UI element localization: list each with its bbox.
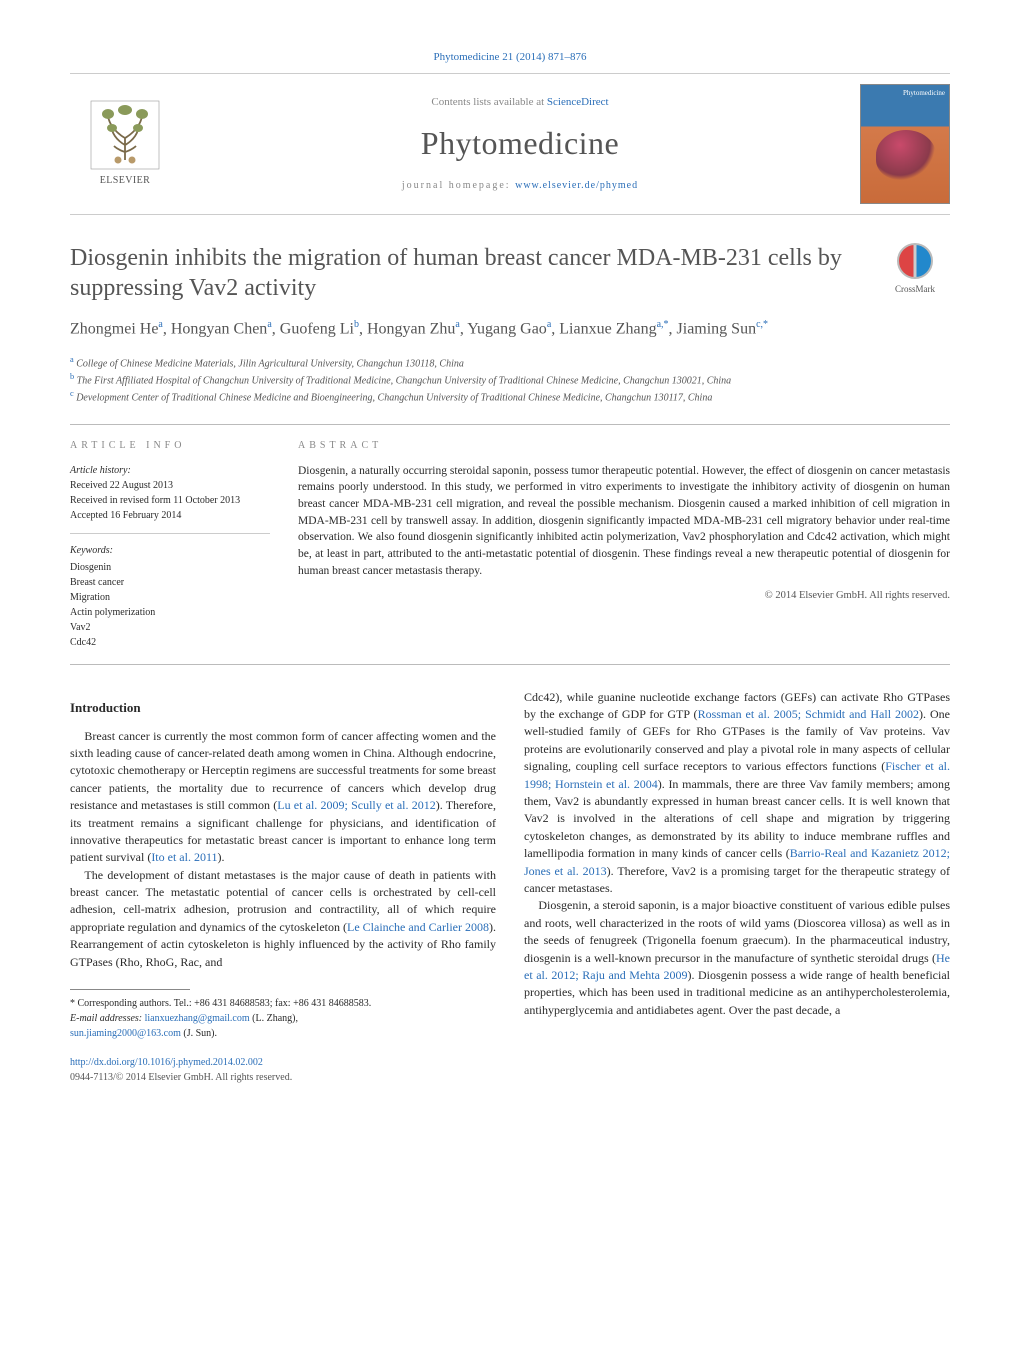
article-title: Diosgenin inhibits the migration of huma… xyxy=(70,243,880,303)
history-item: Received 22 August 2013 xyxy=(70,478,270,493)
article-info-label: article info xyxy=(70,439,270,453)
keyword-item: Diosgenin xyxy=(70,560,270,575)
crossmark-icon xyxy=(897,243,933,279)
history-item: Accepted 16 February 2014 xyxy=(70,508,270,523)
journal-cover-thumb: Phytomedicine xyxy=(860,84,950,204)
keywords-list: DiosgeninBreast cancerMigrationActin pol… xyxy=(70,560,270,650)
homepage-line: journal homepage: www.elsevier.de/phymed xyxy=(180,179,860,193)
footnote-rule xyxy=(70,989,190,990)
body-para-1: Breast cancer is currently the most comm… xyxy=(70,728,496,867)
body-para-2: The development of distant metastases is… xyxy=(70,867,496,971)
author-list: Zhongmei Hea, Hongyan Chena, Guofeng Lib… xyxy=(70,317,950,341)
elsevier-tree-icon xyxy=(90,100,160,170)
body-para-4: Diosgenin, a steroid saponin, is a major… xyxy=(524,897,950,1019)
issn-copyright: 0944-7113/© 2014 Elsevier GmbH. All righ… xyxy=(70,1072,292,1083)
journal-name: Phytomedicine xyxy=(180,121,860,166)
cover-label: Phytomedicine xyxy=(865,89,945,99)
corresponding-author: * Corresponding authors. Tel.: +86 431 8… xyxy=(70,996,496,1011)
keyword-item: Cdc42 xyxy=(70,635,270,650)
affiliation-line: c Development Center of Traditional Chin… xyxy=(70,388,950,405)
cover-art-icon xyxy=(876,130,936,180)
title-block: Diosgenin inhibits the migration of huma… xyxy=(70,243,880,303)
contents-available-line: Contents lists available at ScienceDirec… xyxy=(180,95,860,110)
keyword-item: Breast cancer xyxy=(70,575,270,590)
homepage-prefix: journal homepage: xyxy=(402,180,515,191)
history-title: Article history: xyxy=(70,463,270,478)
introduction-heading: Introduction xyxy=(70,699,496,718)
abstract-label: abstract xyxy=(298,439,950,453)
title-row: Diosgenin inhibits the migration of huma… xyxy=(70,243,950,303)
ref-link[interactable]: Ito et al. 2011 xyxy=(151,850,217,864)
abstract-copyright: © 2014 Elsevier GmbH. All rights reserve… xyxy=(298,589,950,604)
publisher-logo-block: ELSEVIER xyxy=(70,89,180,199)
article-info-column: article info Article history: Received 2… xyxy=(70,439,270,650)
body-right-column: Cdc42), while guanine nucleotide exchang… xyxy=(524,689,950,1085)
ref-link[interactable]: Le Clainche and Carlier 2008 xyxy=(347,920,489,934)
keyword-item: Actin polymerization xyxy=(70,605,270,620)
affiliations: a College of Chinese Medicine Materials,… xyxy=(70,354,950,406)
publisher-label: ELSEVIER xyxy=(100,174,150,188)
email-line-2: sun.jiaming2000@163.com (J. Sun). xyxy=(70,1026,496,1041)
body-columns: Introduction Breast cancer is currently … xyxy=(70,689,950,1085)
keywords-block: Keywords: DiosgeninBreast cancerMigratio… xyxy=(70,544,270,650)
info-abstract-row: article info Article history: Received 2… xyxy=(70,424,950,665)
history-item: Received in revised form 11 October 2013 xyxy=(70,493,270,508)
history-block: Article history: Received 22 August 2013… xyxy=(70,463,270,534)
abstract-text: Diosgenin, a naturally occurring steroid… xyxy=(298,463,950,580)
ref-link[interactable]: Rossman et al. 2005; Schmidt and Hall 20… xyxy=(698,707,919,721)
email-line: E-mail addresses: lianxuezhang@gmail.com… xyxy=(70,1011,496,1026)
affiliation-line: b The First Affiliated Hospital of Chang… xyxy=(70,371,950,388)
doi-block: http://dx.doi.org/10.1016/j.phymed.2014.… xyxy=(70,1055,496,1085)
email-link-2[interactable]: sun.jiaming2000@163.com xyxy=(70,1028,181,1039)
doi-link[interactable]: http://dx.doi.org/10.1016/j.phymed.2014.… xyxy=(70,1057,263,1068)
body-para-3: Cdc42), while guanine nucleotide exchang… xyxy=(524,689,950,898)
affiliation-line: a College of Chinese Medicine Materials,… xyxy=(70,354,950,371)
keywords-title: Keywords: xyxy=(70,544,270,558)
journal-header: ELSEVIER Contents lists available at Sci… xyxy=(70,73,950,215)
crossmark-label: CrossMark xyxy=(895,284,935,294)
homepage-link[interactable]: www.elsevier.de/phymed xyxy=(515,180,638,191)
footnotes: * Corresponding authors. Tel.: +86 431 8… xyxy=(70,996,496,1041)
header-center: Contents lists available at ScienceDirec… xyxy=(180,95,860,193)
ref-link[interactable]: Lu et al. 2009; Scully et al. 2012 xyxy=(277,798,435,812)
citation-line: Phytomedicine 21 (2014) 871–876 xyxy=(70,50,950,65)
crossmark-badge[interactable]: CrossMark xyxy=(880,243,950,296)
keyword-item: Vav2 xyxy=(70,620,270,635)
abstract-column: abstract Diosgenin, a naturally occurrin… xyxy=(298,439,950,650)
contents-text: Contents lists available at xyxy=(431,96,546,108)
sciencedirect-link[interactable]: ScienceDirect xyxy=(547,96,609,108)
keyword-item: Migration xyxy=(70,590,270,605)
body-left-column: Introduction Breast cancer is currently … xyxy=(70,689,496,1085)
email-link-1[interactable]: lianxuezhang@gmail.com xyxy=(145,1013,250,1024)
history-list: Received 22 August 2013Received in revis… xyxy=(70,478,270,523)
